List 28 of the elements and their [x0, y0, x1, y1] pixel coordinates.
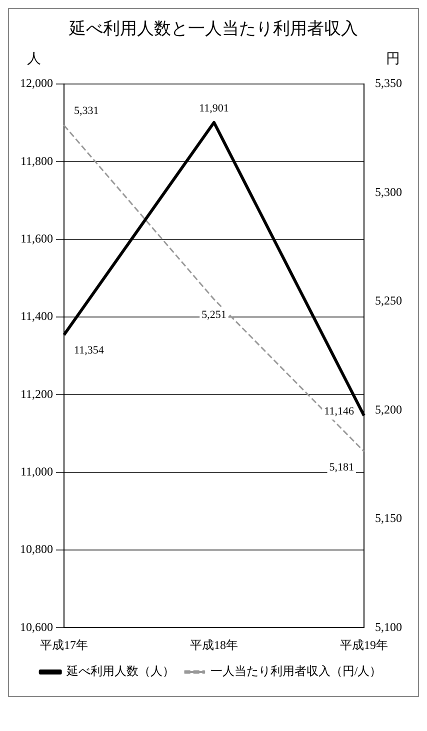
y-tick-label: 11,000	[20, 464, 53, 478]
y2-tick-label: 5,250	[375, 294, 402, 308]
y2-tick-label: 5,300	[375, 184, 402, 199]
data-label: 11,354	[74, 344, 104, 357]
x-tick-label: 平成17年	[40, 638, 88, 652]
y-tick-label: 11,400	[20, 309, 53, 324]
y-tick-label: 11,600	[20, 231, 53, 246]
y2-tick-label: 5,200	[375, 402, 402, 416]
legend-label: 一人当たり利用者収入（円/人）	[210, 664, 382, 678]
y-axis-title: 人	[27, 51, 41, 68]
y2-tick-label: 5,100	[375, 620, 402, 634]
y-tick-label: 11,200	[20, 386, 53, 401]
data-label: 5,181	[329, 461, 354, 474]
y-tick-label: 10,800	[20, 542, 53, 556]
legend-label: 延べ利用人数（人）	[65, 664, 174, 678]
chart-title: 延べ利用人数と一人当たり利用者収入	[68, 18, 359, 40]
y-tick-label: 11,800	[20, 154, 53, 168]
y-tick-label: 12,000	[20, 76, 53, 90]
data-label: 11,146	[324, 405, 354, 418]
data-label: 11,901	[199, 102, 229, 114]
data-label: 5,251	[202, 309, 226, 322]
y2-tick-label: 5,350	[375, 76, 402, 90]
x-tick-label: 平成18年	[190, 638, 238, 652]
y-tick-label: 10,600	[20, 620, 53, 634]
x-tick-label: 平成19年	[340, 638, 388, 652]
y2-tick-label: 5,150	[375, 511, 402, 526]
y2-axis-title: 円	[386, 51, 400, 68]
data-label: 5,331	[74, 105, 99, 118]
